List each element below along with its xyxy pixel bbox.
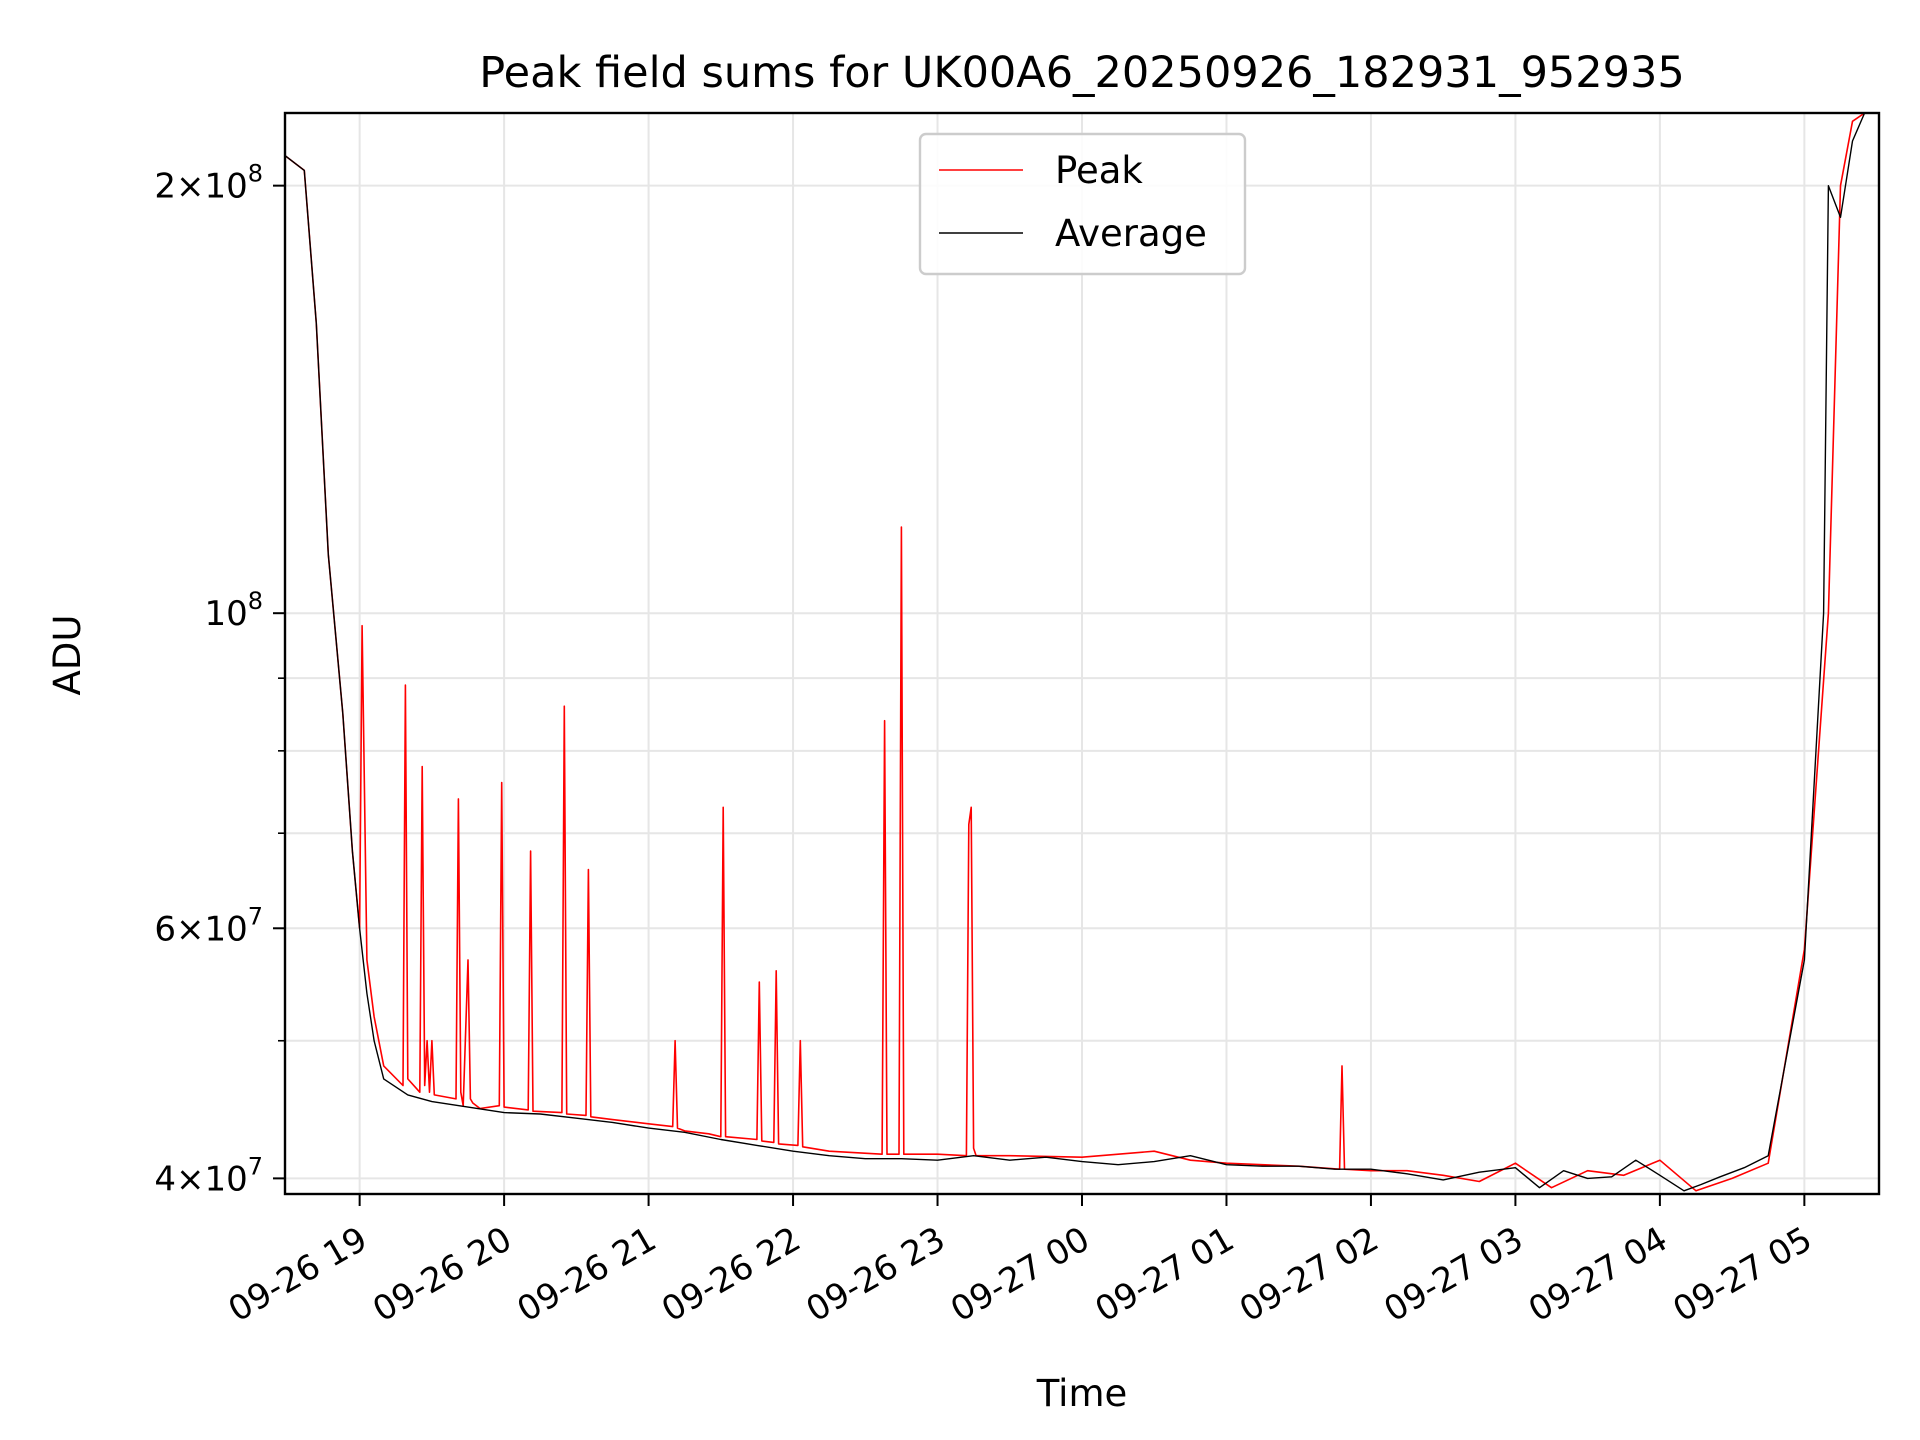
- series-line-average: [284, 112, 1879, 1192]
- x-axis-label: Time: [1036, 1372, 1128, 1415]
- y-tick-label: 2×108: [154, 160, 263, 207]
- legend-box: [918, 132, 1247, 276]
- y-axis-label: ADU: [46, 615, 89, 696]
- y-tick-label: 108: [204, 587, 263, 634]
- legend-average-label: Average: [1055, 212, 1207, 255]
- series-line-peak: [284, 112, 1879, 1192]
- y-tick-label: 6×107: [154, 902, 263, 949]
- legend: Peak Average: [918, 132, 1247, 276]
- y-tick-label: 4×107: [154, 1152, 263, 1199]
- legend-peak-label: Peak: [1055, 149, 1143, 192]
- chart-title: Peak field sums for UK00A6_20250926_1829…: [479, 48, 1684, 98]
- grid-lines: [285, 113, 1879, 1194]
- y-axis: 4×107 6×107 108 2×108: [154, 160, 285, 1199]
- series-layer: [284, 112, 1879, 1192]
